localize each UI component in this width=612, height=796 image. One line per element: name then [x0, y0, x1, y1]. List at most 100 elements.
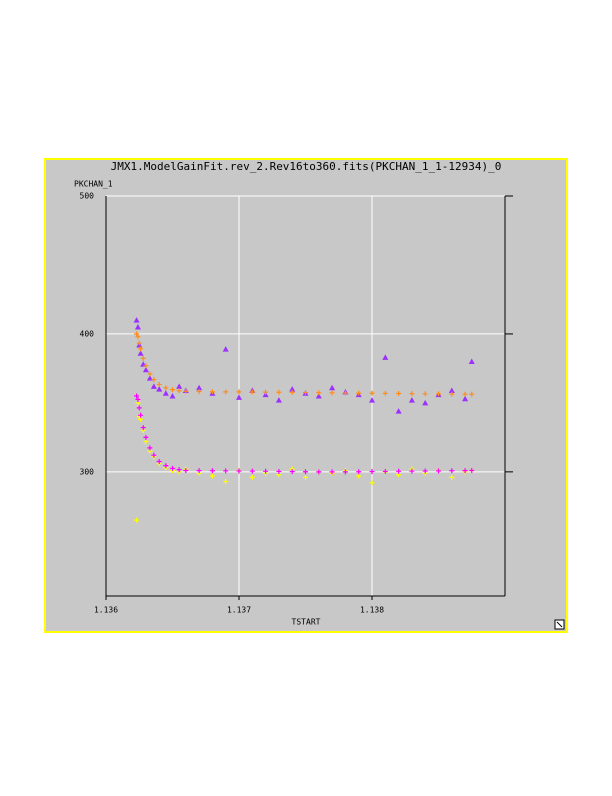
- series: [134, 331, 475, 397]
- point: [143, 363, 149, 369]
- y-tick-label: 500: [80, 192, 95, 201]
- point: [249, 468, 255, 474]
- point: [138, 346, 144, 352]
- point: [147, 371, 153, 377]
- resize-handle[interactable]: [554, 619, 565, 630]
- point: [196, 384, 203, 391]
- point: [142, 366, 149, 373]
- point: [209, 389, 215, 395]
- point: [150, 383, 157, 389]
- point: [436, 391, 441, 397]
- point: [176, 383, 183, 389]
- point: [382, 390, 388, 396]
- point: [136, 340, 142, 346]
- point: [209, 473, 215, 479]
- point: [468, 358, 475, 365]
- y-tick-label: 300: [80, 467, 95, 476]
- point: [249, 389, 255, 395]
- x-tick-label: 1.137: [227, 606, 251, 615]
- plot-area: [106, 196, 505, 596]
- point: [342, 390, 348, 396]
- point: [196, 389, 202, 395]
- point: [276, 468, 282, 474]
- y-tick-label: 400: [80, 329, 95, 338]
- point: [156, 381, 162, 387]
- point: [137, 350, 144, 356]
- point: [316, 390, 322, 396]
- point: [176, 467, 182, 473]
- x-axis-label: TSTART: [292, 618, 321, 627]
- point: [449, 468, 455, 474]
- point: [138, 412, 144, 418]
- point: [134, 393, 140, 399]
- point: [183, 388, 189, 394]
- point: [133, 317, 140, 323]
- point: [163, 463, 169, 469]
- point: [289, 386, 296, 392]
- point: [369, 480, 375, 486]
- point: [289, 469, 295, 475]
- point: [382, 468, 388, 474]
- point: [147, 445, 153, 451]
- point: [170, 387, 175, 393]
- y-axis-label: PKCHAN_1: [74, 180, 113, 189]
- x-tick-label: 1.138: [360, 606, 384, 615]
- point: [156, 386, 163, 392]
- point: [289, 389, 295, 395]
- point: [436, 468, 441, 474]
- point: [396, 468, 402, 474]
- point: [134, 517, 140, 523]
- point: [396, 391, 402, 397]
- point: [316, 469, 322, 475]
- point: [236, 468, 242, 474]
- point: [263, 389, 269, 395]
- point: [176, 388, 182, 394]
- point: [134, 324, 141, 330]
- series: [134, 393, 475, 475]
- point: [163, 385, 169, 391]
- point: [140, 425, 146, 431]
- point: [303, 469, 308, 475]
- point: [276, 389, 282, 395]
- point: [356, 390, 362, 396]
- point: [315, 393, 322, 399]
- point: [223, 468, 229, 474]
- point: [183, 467, 189, 473]
- point: [356, 473, 362, 479]
- point: [156, 459, 162, 465]
- point: [369, 469, 375, 475]
- point: [162, 390, 169, 396]
- point: [462, 468, 468, 474]
- point: [134, 331, 140, 337]
- point: [140, 355, 146, 361]
- point: [422, 399, 429, 406]
- point: [223, 389, 229, 395]
- point: [223, 479, 229, 485]
- chart-title: JMX1.ModelGainFit.rev_2.Rev16to360.fits(…: [111, 160, 502, 173]
- point: [369, 390, 375, 396]
- point: [143, 434, 149, 440]
- point: [169, 393, 176, 399]
- point: [382, 354, 389, 360]
- point: [170, 465, 175, 471]
- point: [408, 397, 415, 403]
- point: [329, 384, 336, 391]
- x-tick-label: 1.136: [94, 606, 118, 615]
- point: [135, 334, 141, 340]
- resize-arrow[interactable]: [556, 621, 563, 628]
- point: [151, 452, 157, 458]
- point: [369, 397, 375, 403]
- point: [462, 391, 468, 397]
- point: [263, 468, 269, 474]
- point: [135, 396, 141, 402]
- point: [409, 468, 415, 474]
- point: [249, 474, 255, 480]
- point: [236, 394, 242, 400]
- point: [422, 391, 428, 397]
- point: [448, 387, 455, 393]
- point: [449, 474, 455, 480]
- point: [469, 391, 475, 397]
- point: [329, 469, 335, 475]
- point: [222, 346, 229, 352]
